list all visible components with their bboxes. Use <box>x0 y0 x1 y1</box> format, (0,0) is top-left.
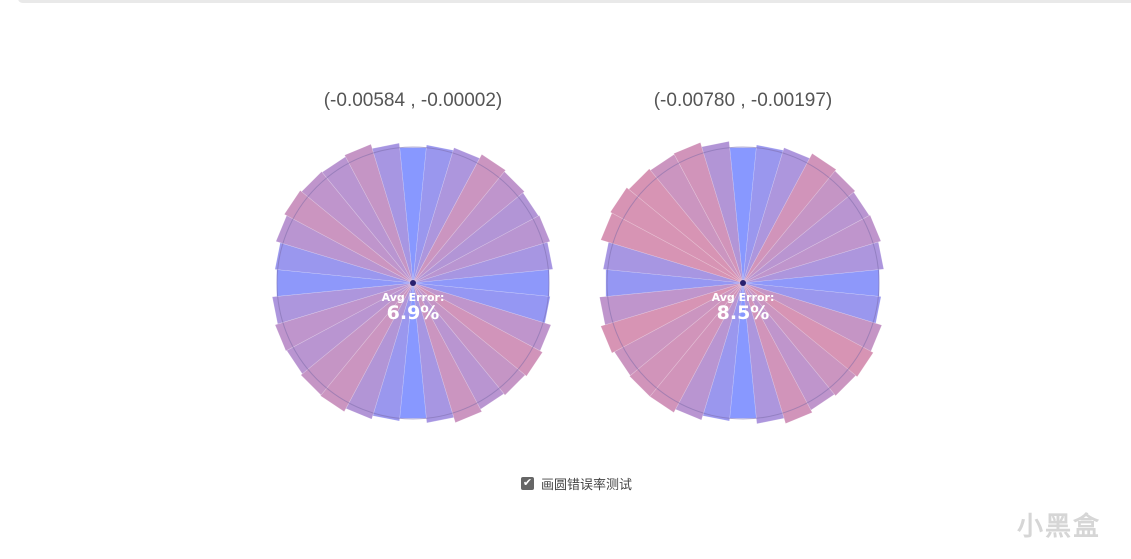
error-wedge <box>412 282 505 410</box>
chart-title: (-0.00584 , -0.00002) <box>323 90 503 111</box>
avg-error-label: Avg Error: <box>711 291 775 304</box>
checkbox-checked-icon[interactable]: ✔ <box>521 477 534 490</box>
error-wedge <box>742 282 813 424</box>
circle-error-chart-2: (-0.00780 , -0.00197) Avg Error: 8.5% <box>578 90 908 440</box>
error-wedge <box>701 141 744 284</box>
chart-title: (-0.00780 , -0.00197) <box>653 90 833 111</box>
error-wedge <box>274 242 414 284</box>
avg-error-value: 6.9% <box>386 302 440 324</box>
error-wedge <box>412 144 454 284</box>
error-wedge <box>271 282 414 325</box>
error-wedge <box>399 147 427 284</box>
error-wedge <box>412 282 551 324</box>
error-wedge <box>629 282 744 397</box>
error-wedge <box>412 192 539 284</box>
error-wedge <box>742 241 885 284</box>
error-wedge <box>372 282 414 422</box>
error-wedge <box>729 282 757 419</box>
watermark-logo: 小黑盒 <box>1016 511 1101 541</box>
error-wedge <box>628 168 744 284</box>
error-wedge <box>412 282 552 352</box>
error-wedge <box>702 282 744 422</box>
error-wedge <box>742 282 874 378</box>
reference-circle <box>606 146 880 420</box>
error-wedge <box>742 282 785 425</box>
error-wedge <box>301 171 414 284</box>
error-wedge <box>412 215 551 284</box>
avg-error-value: 8.5% <box>716 302 770 324</box>
error-wedge <box>399 282 427 419</box>
circle-error-chart-1: (-0.00584 , -0.00002) Avg Error: 6.9% <box>248 90 578 440</box>
center-dot <box>410 280 416 286</box>
error-wedge <box>649 282 744 413</box>
error-wedge <box>613 282 744 376</box>
error-wedge <box>275 215 414 284</box>
error-wedge <box>729 147 757 284</box>
toggle-label: 画圆错误率测试 <box>541 477 633 492</box>
avg-error-label: Avg Error: <box>381 291 445 304</box>
error-test-toggle[interactable]: ✔ 画圆错误率测试 <box>521 474 632 493</box>
top-bar <box>18 0 1131 3</box>
error-wedge <box>650 153 744 284</box>
polar-chart <box>599 141 885 425</box>
reference-circle <box>276 146 550 420</box>
error-wedge <box>742 282 882 324</box>
error-wedge <box>742 144 784 284</box>
center-dot <box>740 280 746 286</box>
error-wedge <box>742 282 857 397</box>
error-wedge <box>673 142 744 284</box>
error-wedge <box>742 191 870 284</box>
error-wedge <box>371 142 414 284</box>
error-wedge <box>412 282 483 424</box>
polar-chart <box>271 142 554 424</box>
